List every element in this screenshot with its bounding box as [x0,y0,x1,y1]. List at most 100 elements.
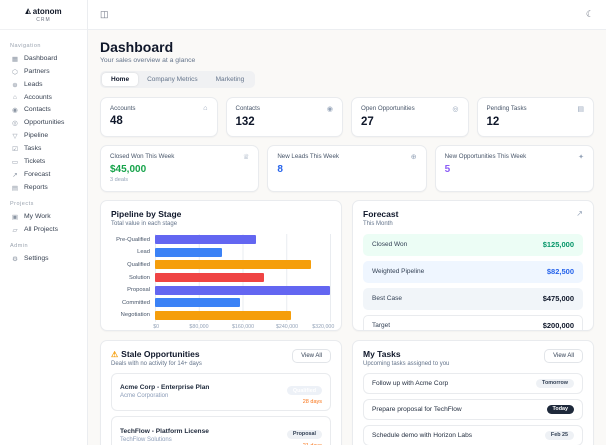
week-card[interactable]: New Opportunities This Week ✦ 5 [434,145,594,192]
forecast-row-value: $125,000 [542,240,574,249]
chart-row: Qualified [111,258,331,272]
briefcase-icon: ▣ [11,213,19,221]
forecast-panel: Forecast This Month ↗ Closed Won $125,00… [352,200,594,331]
nav-section: Projects ▣ My Work ▱ All Projects [9,201,78,236]
week-card-value: $45,000 [110,164,147,175]
chart-category-label: Solution [129,274,150,281]
forecast-row-value: $475,000 [542,294,574,303]
week-card[interactable]: New Leads This Week ⊕ 8 [267,145,427,192]
week-card-value: 8 [277,164,283,175]
sidebar-item[interactable]: ◎ Opportunities [9,116,78,129]
sidebar-item[interactable]: ⌂ Accounts [9,91,78,103]
sidebar-item-label: Reports [24,184,48,191]
chart-x-tick: $240,000 [275,323,299,330]
opportunities-icon: ◎ [12,119,18,127]
forecast-row: Closed Won $125,000 [363,233,583,256]
pipeline-icon: ▽ [12,132,18,140]
stale-opportunity-item[interactable]: TechFlow - Platform License TechFlow Sol… [111,416,331,445]
logo-icon: ◭ [25,8,31,15]
stat-card-label: Accounts [110,105,136,112]
nav-section: Navigation ▦ Dashboard ⬡ Partners ⊕ Lead… [9,43,78,194]
stat-card-value: 12 [486,116,500,128]
stat-card-label: Pending Tasks [486,105,527,112]
nav-section-label: Projects [10,201,34,207]
building-icon: ⌂ [203,105,208,112]
stat-card[interactable]: Open Opportunities ◎ 27 [351,97,469,137]
week-card-label: New Opportunities This Week [444,153,527,160]
stage-badge: Qualified [286,386,322,395]
sidebar-item[interactable]: ▦ Dashboard [9,52,78,65]
stat-card-value: 48 [110,115,123,127]
task-due-badge: Today [546,404,574,414]
task-item[interactable]: Schedule demo with Horizon Labs Feb 25 [363,424,583,445]
pipeline-bar-chart: Pre-Qualified Lead Qualified Solution Propos… [111,233,335,331]
forecast-rows: Closed Won $125,000 Weighted Pipeline $8… [363,233,583,330]
task-item[interactable]: Follow up with Acme Corp Tomorrow [363,372,583,394]
sidebar-item[interactable]: ⊕ Leads [9,78,78,91]
stale-opportunity-item[interactable]: Acme Corp - Enterprise Plan Acme Corpora… [111,372,331,411]
theme-toggle-icon[interactable]: ☾ [585,9,594,19]
task-due-badge: Tomorrow [536,378,574,388]
sidebar-item[interactable]: ▤ Reports [9,181,78,194]
stat-card[interactable]: Pending Tasks ▤ 12 [476,97,594,137]
sidebar-item[interactable]: ▣ My Work [9,210,78,223]
chart-bar [155,260,311,270]
opportunity-name: Acme Corp - Enterprise Plan [120,384,210,392]
sidebar-item-label: Opportunities [24,119,65,126]
forecast-row-label: Target [372,322,391,329]
week-card[interactable]: Closed Won This Week ♕ $45,000 3 deals [100,145,260,192]
logo-subtitle: CRM [36,16,51,23]
opportunity-name: TechFlow - Platform License [120,427,209,435]
chart-row: Pre-Qualified [111,233,331,247]
user-plus-icon: ⊕ [410,154,417,161]
tab[interactable]: Company Metrics [147,76,198,83]
task-name: Schedule demo with Horizon Labs [372,431,473,439]
stat-card[interactable]: Accounts ⌂ 48 [100,97,218,137]
tab[interactable]: Home [102,73,139,86]
forecast-row: Best Case $475,000 [363,287,583,310]
task-item[interactable]: Prepare proposal for TechFlow Today [363,398,583,420]
sidebar-item-label: Tickets [24,158,46,165]
stat-card[interactable]: Contacts ◉ 132 [225,97,343,137]
tasks-view-all-button[interactable]: View All [544,349,583,363]
chart-bar [155,285,330,295]
trophy-icon: ♕ [243,154,250,161]
task-due-badge: Feb 25 [544,430,574,440]
sidebar-item[interactable]: ☑ Tasks [9,142,78,155]
page-title: Dashboard [100,39,174,55]
stale-opportunities-subtitle: Deals with no activity for 14+ days [111,360,202,367]
chart-row: Solution [111,271,331,284]
sidebar-toggle-icon[interactable]: ◫ [100,9,109,19]
sidebar-item[interactable]: ▱ All Projects [9,223,78,236]
sidebar-item[interactable]: ⬡ Partners [9,65,78,78]
stale-opportunities-list: Acme Corp - Enterprise Plan Acme Corpora… [111,372,331,445]
week-card-subtext: 3 deals [110,177,129,183]
sidebar-item[interactable]: ▭ Tickets [9,155,78,168]
chart-row: Proposal [111,283,331,297]
forecast-row-label: Weighted Pipeline [372,268,425,275]
stat-card-label: Contacts [235,105,260,112]
pipeline-chart-xaxis: $0 $80,000 $160,000 $240,000 $320,000 [153,323,335,330]
sidebar-item-label: Settings [24,255,49,262]
chart-x-tick: $320,000 [312,323,335,330]
sidebar-item[interactable]: ⚙ Settings [9,252,78,265]
stage-badge: Proposal [286,429,322,439]
chart-category-label: Proposal [127,287,150,294]
sidebar-item[interactable]: ▽ Pipeline [9,129,78,142]
forecast-title: Forecast [363,209,399,219]
tab[interactable]: Marketing [215,76,245,83]
tasks-list: Follow up with Acme Corp Tomorrow Prepar… [363,372,583,445]
topbar: ◫ ☾ [88,0,606,30]
stat-card-label: Open Opportunities [361,105,415,112]
stale-view-all-button[interactable]: View All [292,349,331,363]
week-card-value: 5 [444,164,451,175]
chart-bar [155,247,222,257]
chart-category-label: Qualified [127,261,150,268]
chart-row: Committed [111,296,331,310]
week-card-subtext [277,177,416,183]
sidebar-item[interactable]: ↗ Forecast [9,168,78,181]
sidebar-item[interactable]: ◉ Contacts [9,103,78,116]
sidebar-item-label: Contacts [24,106,51,113]
nav-section-label: Admin [10,243,29,249]
target-icon: ◎ [452,106,459,113]
